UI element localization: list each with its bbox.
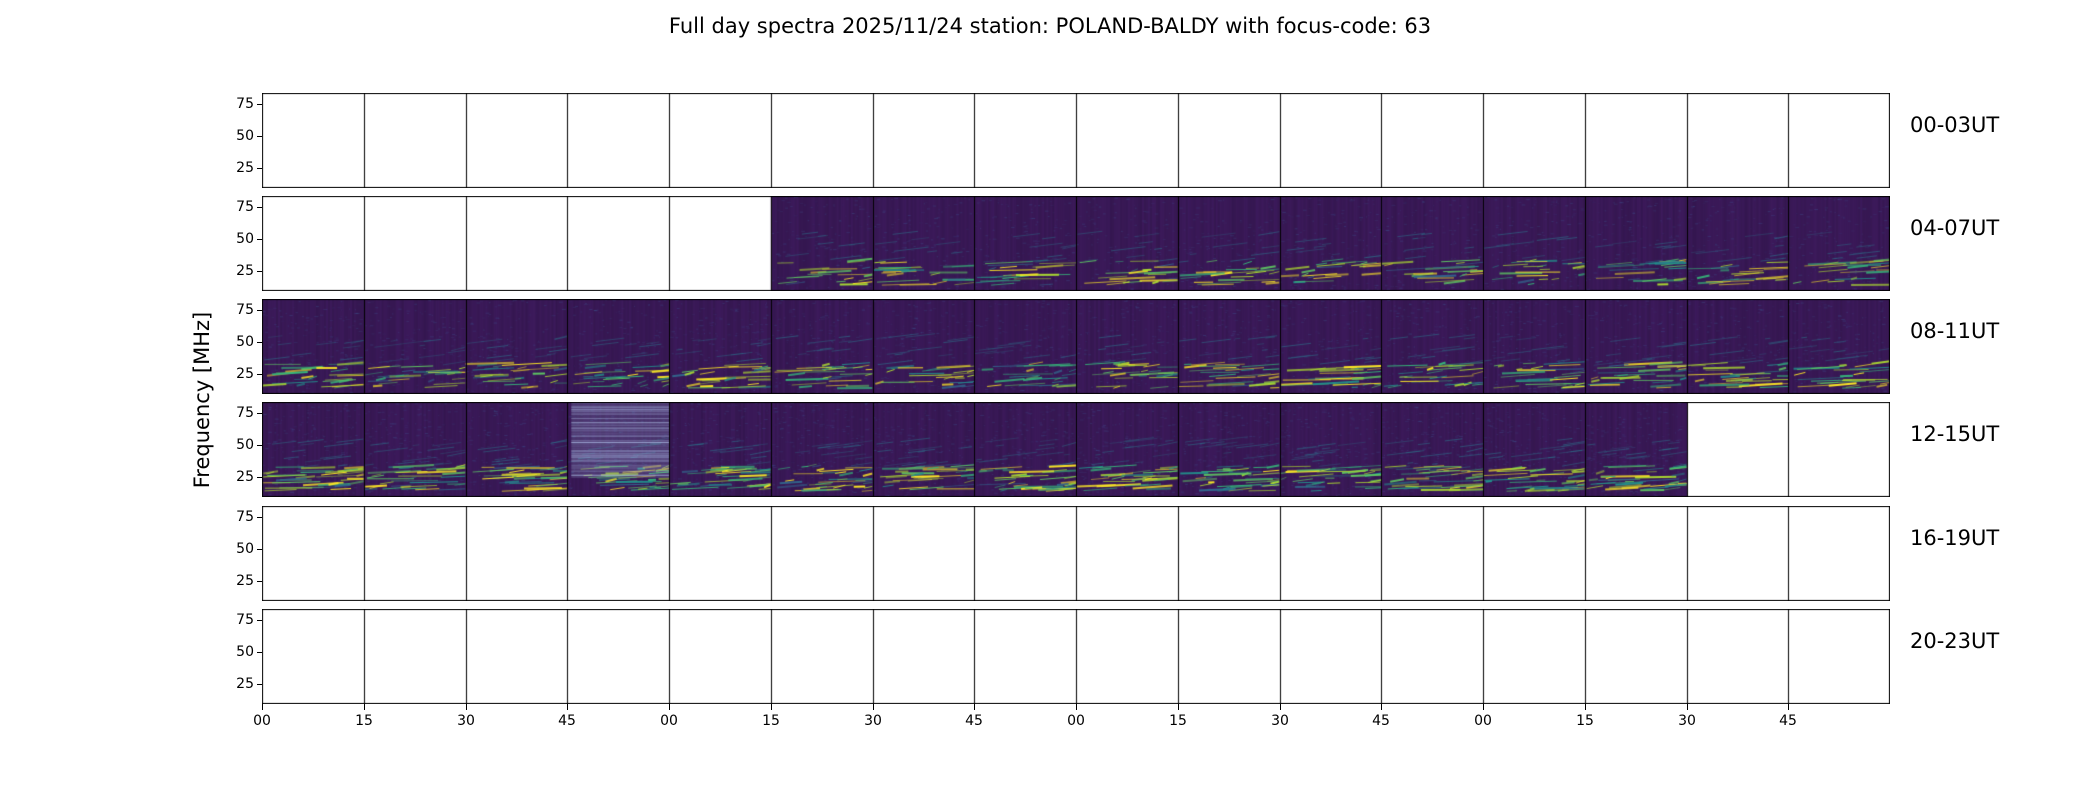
y-axis-label: Frequency [MHz] (190, 311, 214, 489)
y-tick-label: 75 (236, 199, 254, 215)
y-tick-mark (257, 684, 262, 685)
y-tick-mark (257, 445, 262, 446)
y-tick-mark (257, 413, 262, 414)
x-tick-mark (1687, 704, 1688, 710)
y-tick-mark (257, 652, 262, 653)
x-tick-mark (567, 704, 568, 710)
x-tick-label: 30 (864, 713, 882, 729)
x-tick-mark (873, 704, 874, 710)
y-tick-label: 25 (236, 676, 254, 692)
spectrogram-panel-20-23ut (262, 609, 1890, 704)
y-tick-mark (257, 271, 262, 272)
y-tick-mark (257, 342, 262, 343)
y-tick-mark (257, 517, 262, 518)
y-tick-label: 50 (236, 644, 254, 660)
x-tick-mark (262, 704, 263, 710)
x-tick-mark (1483, 704, 1484, 710)
spectrogram-panel-12-15ut (262, 402, 1890, 497)
y-tick-mark (257, 207, 262, 208)
y-tick-label: 75 (236, 509, 254, 525)
x-tick-mark (1076, 704, 1077, 710)
y-tick-mark (257, 310, 262, 311)
chart-title: Full day spectra 2025/11/24 station: POL… (668, 14, 1432, 38)
y-tick-label: 50 (236, 231, 254, 247)
x-tick-mark (466, 704, 467, 710)
y-tick-mark (257, 374, 262, 375)
y-tick-label: 25 (236, 263, 254, 279)
y-tick-label: 75 (236, 612, 254, 628)
x-tick-label: 15 (355, 713, 373, 729)
x-tick-label: 00 (1067, 713, 1085, 729)
y-tick-label: 50 (236, 128, 254, 144)
row-label: 12-15UT (1910, 422, 2000, 446)
x-tick-label: 30 (457, 713, 475, 729)
row-label: 04-07UT (1910, 216, 2000, 240)
x-tick-mark (1788, 704, 1789, 710)
y-tick-mark (257, 581, 262, 582)
y-tick-label: 50 (236, 437, 254, 453)
x-tick-label: 15 (1576, 713, 1594, 729)
x-tick-label: 45 (1372, 713, 1390, 729)
y-tick-mark (257, 620, 262, 621)
y-tick-mark (257, 136, 262, 137)
x-tick-label: 30 (1678, 713, 1696, 729)
x-tick-label: 30 (1271, 713, 1289, 729)
x-tick-mark (364, 704, 365, 710)
x-tick-mark (1280, 704, 1281, 710)
y-tick-label: 25 (236, 366, 254, 382)
x-tick-label: 00 (660, 713, 678, 729)
spectrogram-panel-04-07ut (262, 196, 1890, 291)
row-label: 20-23UT (1910, 629, 2000, 653)
spectrogram-panel-00-03ut (262, 93, 1890, 188)
y-tick-mark (257, 168, 262, 169)
x-tick-label: 00 (1474, 713, 1492, 729)
spectrogram-panel-08-11ut (262, 299, 1890, 394)
x-tick-label: 45 (1779, 713, 1797, 729)
x-tick-mark (1381, 704, 1382, 710)
x-tick-label: 00 (253, 713, 271, 729)
y-tick-label: 75 (236, 302, 254, 318)
row-label: 08-11UT (1910, 319, 2000, 343)
y-tick-label: 75 (236, 96, 254, 112)
x-tick-mark (1178, 704, 1179, 710)
spectrogram-panel-16-19ut (262, 506, 1890, 601)
y-tick-mark (257, 239, 262, 240)
y-tick-label: 50 (236, 334, 254, 350)
x-tick-label: 45 (965, 713, 983, 729)
row-label: 16-19UT (1910, 526, 2000, 550)
y-tick-label: 50 (236, 541, 254, 557)
row-label: 00-03UT (1910, 113, 2000, 137)
x-tick-mark (771, 704, 772, 710)
x-tick-label: 15 (762, 713, 780, 729)
y-tick-label: 25 (236, 469, 254, 485)
y-tick-mark (257, 104, 262, 105)
y-tick-label: 25 (236, 160, 254, 176)
x-tick-mark (1585, 704, 1586, 710)
y-tick-label: 75 (236, 405, 254, 421)
x-tick-label: 45 (558, 713, 576, 729)
x-tick-label: 15 (1169, 713, 1187, 729)
y-tick-label: 25 (236, 573, 254, 589)
x-tick-mark (669, 704, 670, 710)
y-tick-mark (257, 477, 262, 478)
y-tick-mark (257, 549, 262, 550)
x-tick-mark (974, 704, 975, 710)
